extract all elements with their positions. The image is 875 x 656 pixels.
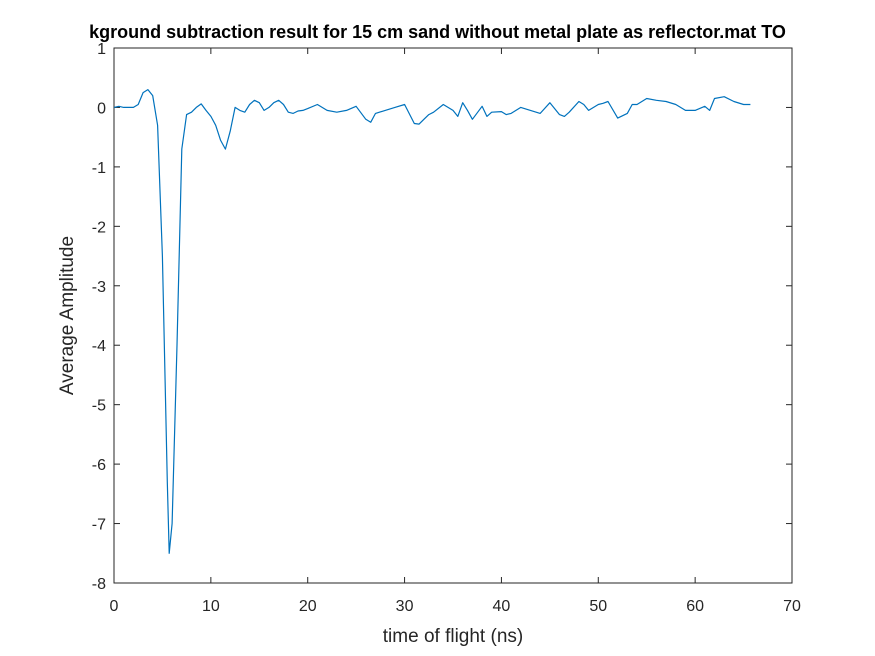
x-tick-label: 20	[299, 598, 317, 615]
axes-box	[113, 47, 793, 584]
y-tick-label: -8	[92, 576, 106, 593]
y-tick-label: -7	[92, 517, 106, 534]
x-tick-label: 10	[202, 598, 220, 615]
y-tick-label: -2	[92, 219, 106, 236]
y-tick-label: 1	[97, 41, 106, 58]
x-tick-label: 30	[396, 598, 414, 615]
series-line	[113, 88, 751, 554]
x-tick-label: 0	[110, 598, 119, 615]
y-tick-label: -4	[92, 338, 106, 355]
chart-title: kground subtraction result for 15 cm san…	[89, 22, 786, 42]
y-tick-label: -6	[92, 457, 106, 474]
x-tick-label: 70	[783, 598, 801, 615]
x-tick-label: 60	[686, 598, 704, 615]
x-tick-label: 50	[589, 598, 607, 615]
y-tick-label: -3	[92, 279, 106, 296]
y-axis: 1 0 -1 -2 -3 -4 -5 -6 -7 -8	[92, 41, 792, 593]
y-tick-label: 0	[97, 100, 106, 117]
y-tick-label: -5	[92, 398, 106, 415]
y-axis-label: Average Amplitude	[57, 236, 78, 395]
y-tick-label: -1	[92, 160, 106, 177]
x-axis-label: time of flight (ns)	[383, 626, 523, 647]
x-tick-label: 40	[493, 598, 511, 615]
x-axis: 0 10 20 30 40 50 60 70	[110, 48, 801, 615]
